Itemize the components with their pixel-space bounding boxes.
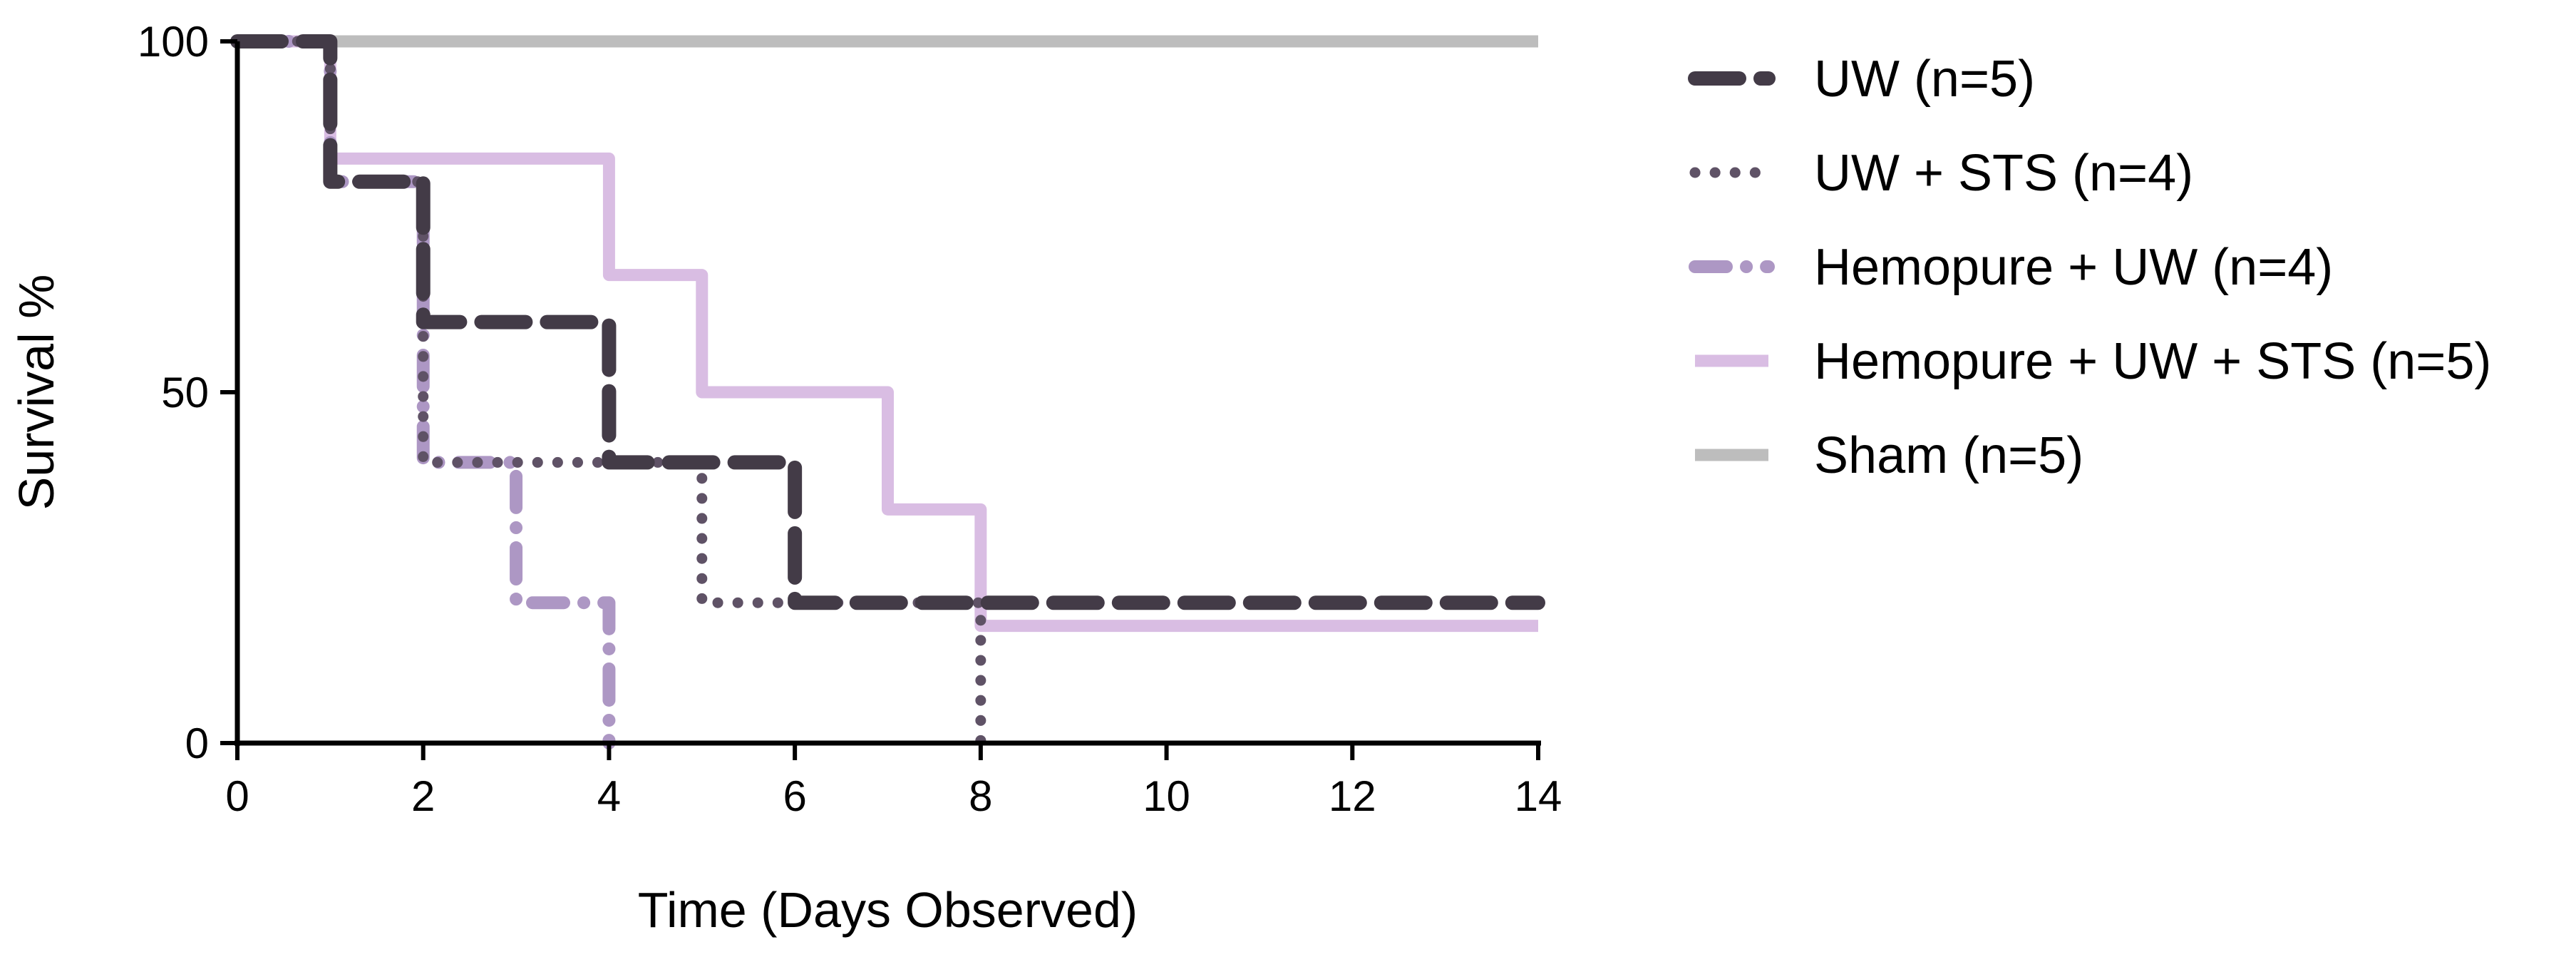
legend-label-sham-n-5: Sham (n=5): [1814, 427, 2083, 484]
y-tick-label: 0: [185, 720, 209, 767]
x-axis-title: Time (Days Observed): [638, 882, 1138, 938]
series-line-uw-n-5: [230, 34, 1545, 610]
x-tick-label: 8: [969, 772, 992, 820]
x-tick-label: 14: [1515, 772, 1562, 820]
series-layer: [230, 34, 1545, 749]
legend-label-hemopure-uw-sts-n-5: Hemopure + UW + STS (n=5): [1814, 333, 2491, 390]
series-line-hemopure-uw-sts-n-5: [237, 35, 1538, 633]
x-tick-label: 12: [1329, 772, 1376, 820]
x-tick-label: 2: [411, 772, 435, 820]
x-tick-label: 6: [783, 772, 806, 820]
legend: UW (n=5) UW + STS (n=4) Hemopure + UW (n=4…: [1688, 51, 2491, 484]
x-tick-label: 10: [1143, 772, 1190, 820]
x-tick-label: 4: [597, 772, 621, 820]
legend-label-uw-sts-n-4: UW + STS (n=4): [1814, 145, 2193, 202]
legend-label-uw-n-5: UW (n=5): [1814, 51, 2035, 108]
y-tick-label: 100: [138, 18, 209, 66]
y-axis-title: Survival %: [9, 275, 64, 511]
y-tick-label: 50: [161, 369, 209, 416]
legend-label-hemopure-uw-n-4: Hemopure + UW (n=4): [1814, 239, 2333, 296]
ticks-layer: 0 2 4 6 8 10 12 14 0 50 100: [138, 18, 1562, 820]
x-tick-label: 0: [225, 772, 249, 820]
